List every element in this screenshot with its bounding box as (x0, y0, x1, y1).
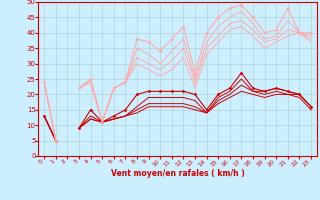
X-axis label: Vent moyen/en rafales ( km/h ): Vent moyen/en rafales ( km/h ) (111, 169, 244, 178)
